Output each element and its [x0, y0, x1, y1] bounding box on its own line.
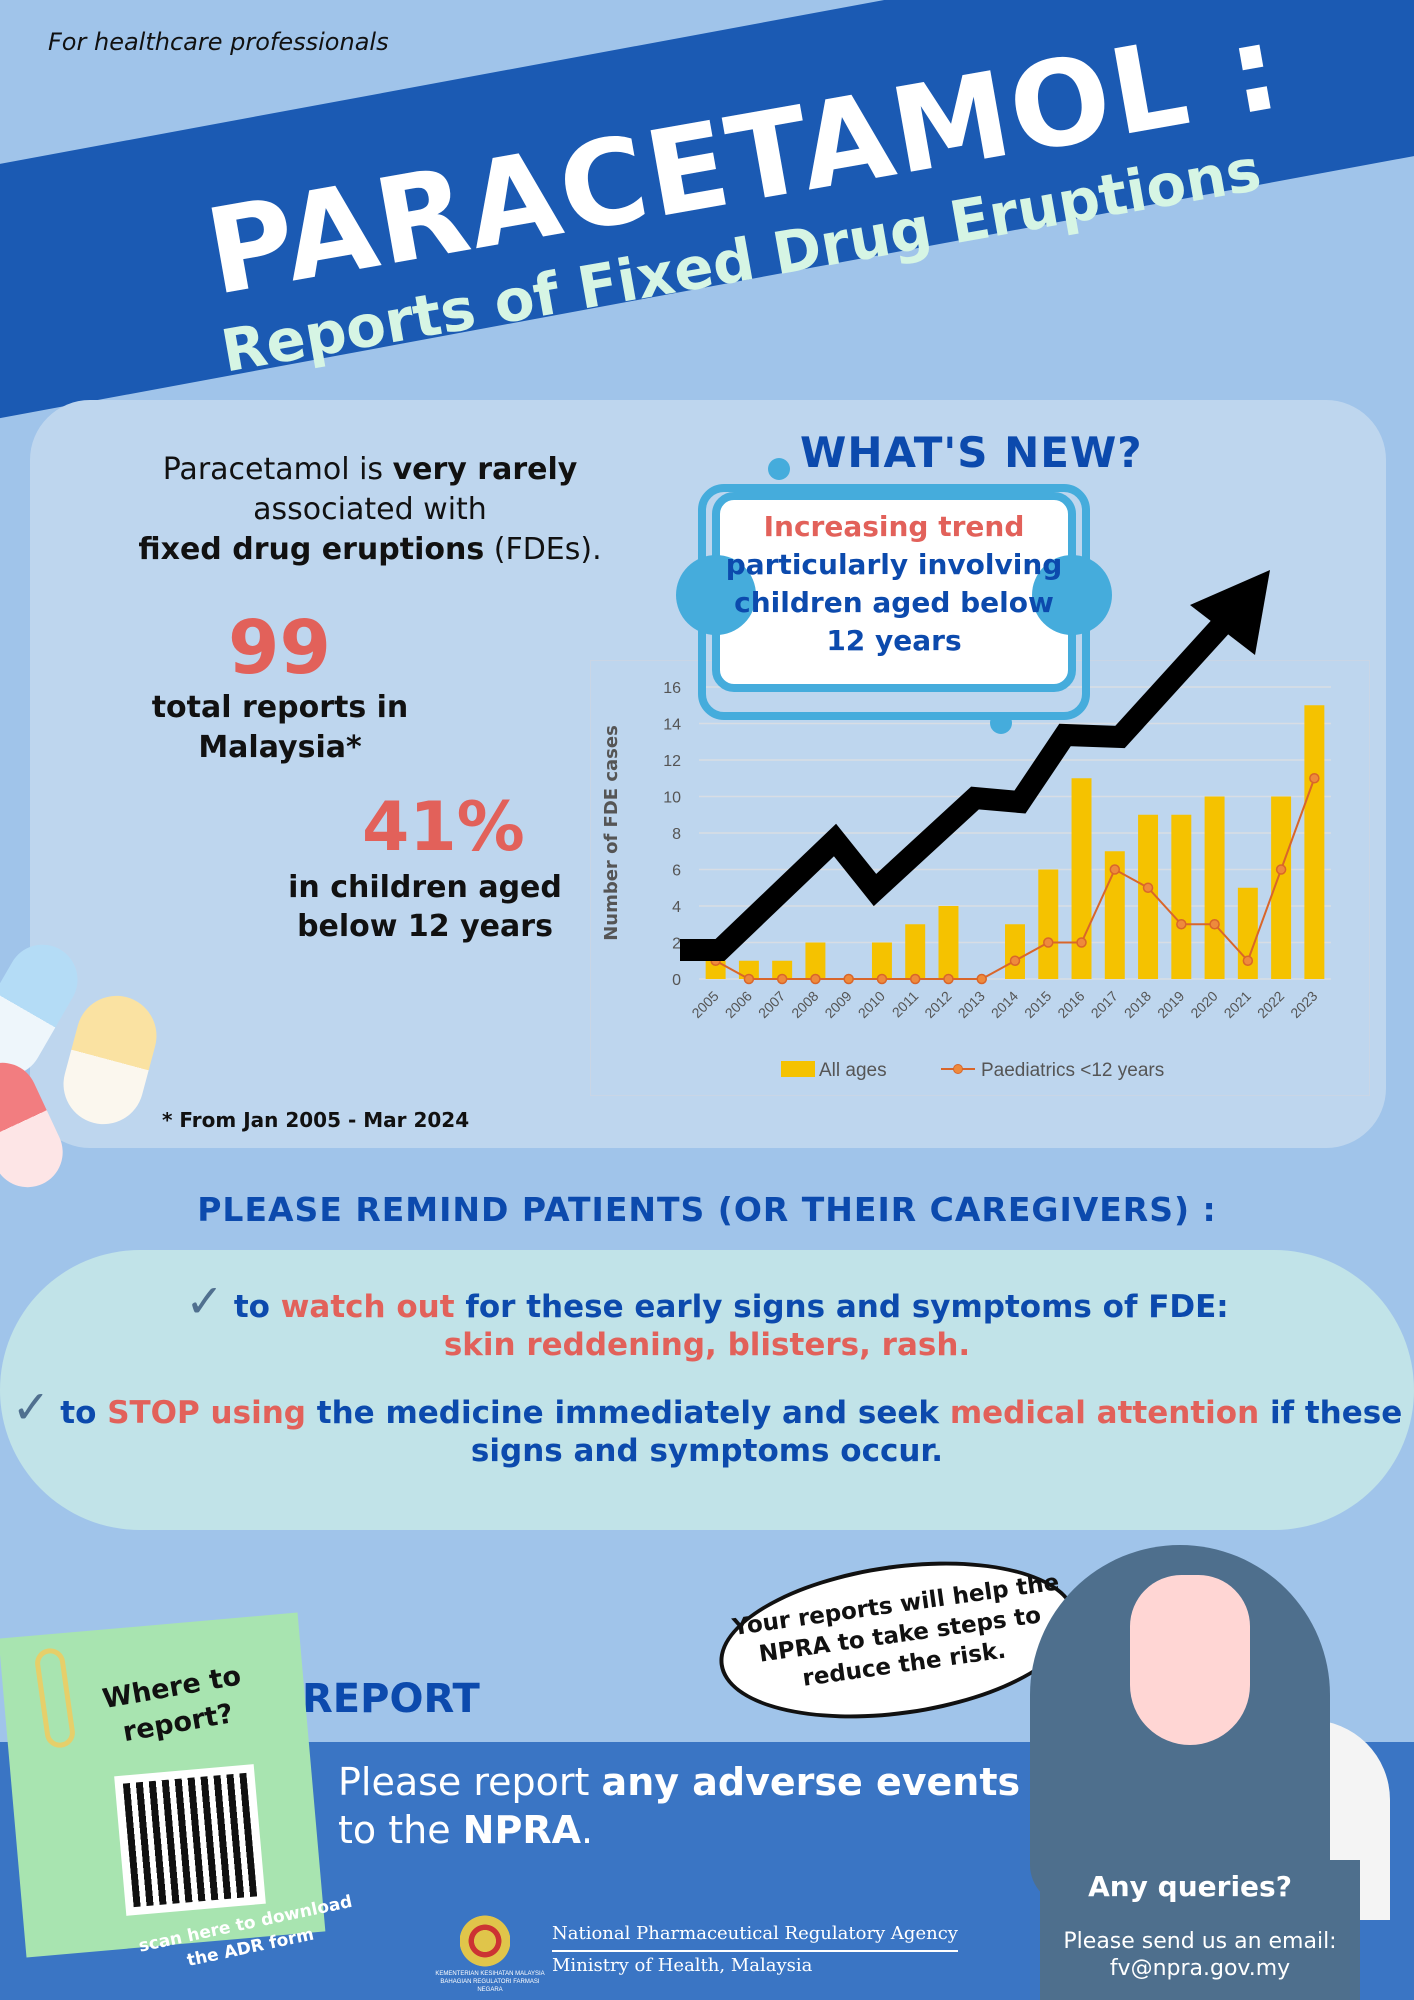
remind-item-watch: ✓ to watch out for these early signs and … [185, 1274, 1229, 1363]
svg-text:2006: 2006 [722, 988, 755, 1021]
svg-text:Number of FDE cases: Number of FDE cases [601, 725, 622, 941]
svg-text:2010: 2010 [855, 988, 888, 1021]
crest-caption: KEMENTERIAN KESIHATAN MALAYSIA BAHAGIAN … [435, 1971, 545, 1993]
queries-text: Please send us an email: fv@npra.gov.my [1040, 1928, 1360, 1982]
svg-text:10: 10 [663, 790, 681, 807]
svg-text:8: 8 [672, 826, 681, 843]
whats-new-heading: WHAT'S NEW? [800, 428, 1143, 477]
svg-text:2011: 2011 [889, 988, 922, 1021]
children-percent-label: in children aged below 12 years [288, 870, 562, 944]
svg-text:0: 0 [672, 972, 681, 989]
svg-text:2013: 2013 [955, 988, 988, 1021]
svg-text:2009: 2009 [821, 988, 854, 1021]
audience-label: For healthcare professionals [48, 28, 389, 56]
svg-text:12: 12 [663, 753, 681, 770]
remind-box [0, 1250, 1414, 1530]
svg-text:2017: 2017 [1088, 988, 1121, 1021]
callout-dot-left-icon [676, 555, 756, 635]
remind-heading: PLEASE REMIND PATIENTS (OR THEIR CAREGIV… [197, 1190, 1217, 1229]
queries-heading: Any queries? [1088, 1870, 1292, 1903]
callout-dot-right-icon [1032, 555, 1112, 635]
checkmark-icon: ✓ [185, 1274, 224, 1328]
svg-text:4: 4 [672, 899, 681, 916]
callout-node-top-icon [768, 458, 790, 480]
total-reports-value: 99 [228, 605, 331, 691]
remind-item-stop: ✓ to STOP using the medicine immediately … [11, 1380, 1403, 1469]
svg-text:2005: 2005 [688, 988, 721, 1021]
agency-name: National Pharmaceutical Regulatory Agenc… [552, 1920, 958, 1980]
svg-text:2015: 2015 [1021, 988, 1054, 1021]
moh-crest-logo [460, 1915, 510, 1967]
svg-text:2019: 2019 [1154, 988, 1187, 1021]
intro-text: Paracetamol is very rarely associated wi… [138, 452, 602, 567]
svg-text:All ages: All ages [819, 1060, 887, 1081]
children-percent-value: 41% [362, 788, 525, 867]
svg-text:Paediatrics <12 years: Paediatrics <12 years [981, 1060, 1164, 1081]
svg-text:16: 16 [663, 680, 681, 697]
svg-text:2016: 2016 [1054, 988, 1087, 1021]
svg-text:14: 14 [663, 717, 681, 734]
callout-text: Increasing trend particularly involving … [725, 510, 1063, 657]
summary-panel [30, 400, 1386, 1148]
report-text: Please report any adverse events to the … [338, 1760, 1021, 1852]
svg-text:2022: 2022 [1254, 988, 1287, 1021]
total-reports-label: total reports in Malaysia* [151, 690, 409, 765]
contact-email[interactable]: fv@npra.gov.my [1109, 1956, 1291, 1981]
footnote: * From Jan 2005 - Mar 2024 [162, 1108, 470, 1132]
svg-text:2018: 2018 [1121, 988, 1154, 1021]
svg-text:2023: 2023 [1287, 988, 1320, 1021]
trend-arrow-icon [680, 570, 1270, 961]
fde-chart: 0 2 4 6 8 10 12 14 16 Number of FDE cases 2005 2006… [590, 660, 1370, 1096]
chart-canvas: 0 2 4 6 8 10 12 14 16 Number of FDE cases 2005 2006… [601, 680, 1331, 1081]
checkmark-icon: ✓ [11, 1380, 51, 1434]
svg-text:2021: 2021 [1221, 988, 1254, 1021]
pharmacist-face [1130, 1575, 1250, 1745]
svg-text:2020: 2020 [1187, 988, 1220, 1021]
svg-text:6: 6 [672, 863, 681, 880]
svg-text:2: 2 [672, 936, 681, 953]
callout-node-bottom-icon [990, 712, 1012, 734]
adr-form-qr-code[interactable] [114, 1764, 266, 1916]
svg-text:2012: 2012 [921, 988, 954, 1021]
report-heading: REPORT [302, 1676, 480, 1722]
queries-box [1040, 1860, 1360, 2000]
svg-text:2014: 2014 [988, 988, 1021, 1021]
svg-text:2007: 2007 [755, 988, 788, 1021]
svg-text:2008: 2008 [788, 988, 821, 1021]
